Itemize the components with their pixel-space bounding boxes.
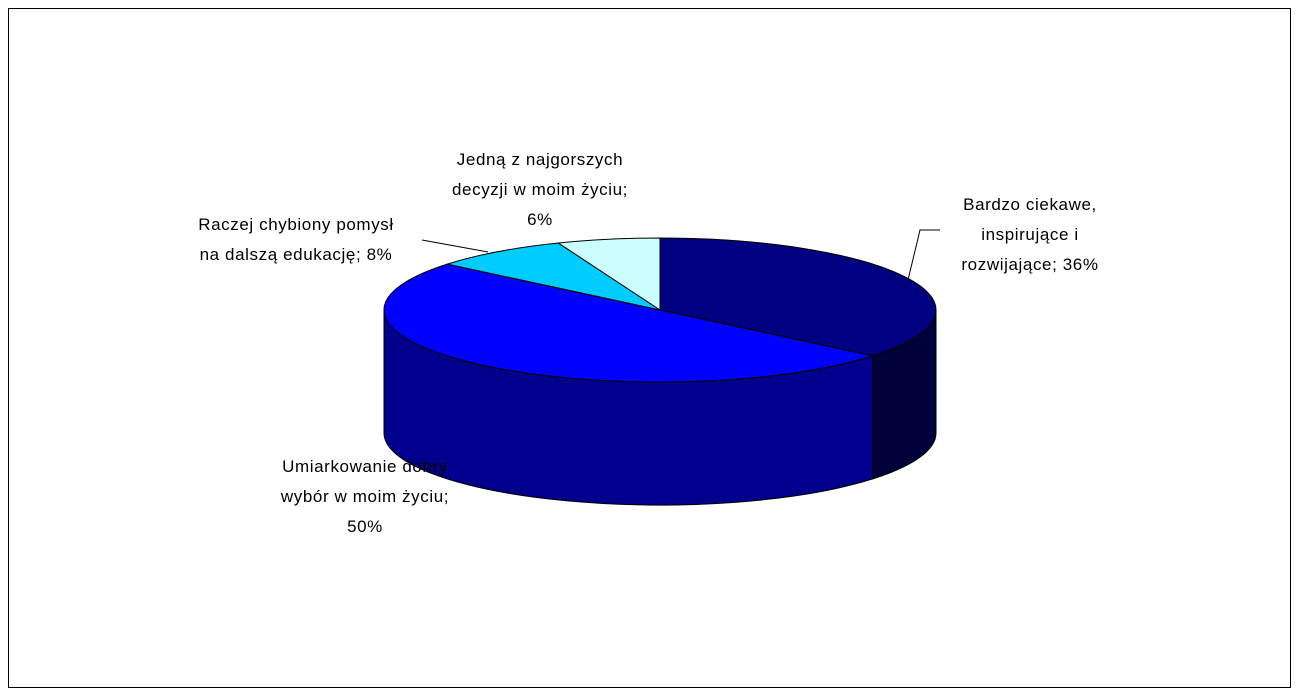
slice-label-1: Umiarkowanie dobry wybór w moim życiu; 50%: [280, 457, 449, 536]
slice-label-line: Umiarkowanie dobry: [282, 457, 448, 476]
leader-line-2: [421, 239, 489, 253]
slice-label-line: na dalszą edukację; 8%: [200, 245, 393, 264]
slice-label-line: inspirujące i: [981, 225, 1079, 244]
slice-label-3: Jedną z najgorszych decyzji w moim życiu;…: [452, 150, 628, 229]
pie-tops: [383, 237, 937, 383]
slice-label-line: rozwijające; 36%: [961, 255, 1098, 274]
slice-label-line: Bardzo ciekawe,: [963, 195, 1097, 214]
slice-label-2: Raczej chybiony pomysł na dalszą edukację…: [198, 215, 394, 264]
slice-label-line: Raczej chybiony pomysł: [198, 215, 394, 234]
slice-label-line: 6%: [527, 210, 553, 229]
slice-label-line: wybór w moim życiu;: [280, 487, 449, 506]
pie-slice-3: [556, 237, 661, 311]
leader-line-0: [907, 229, 940, 281]
pie-slice-1: [383, 263, 875, 383]
pie-slice-2: [445, 242, 661, 311]
slice-label-line: 50%: [347, 517, 383, 536]
slice-label-line: Jedną z najgorszych: [457, 150, 623, 169]
pie-sides: [383, 309, 937, 506]
slice-label-line: decyzji w moim życiu;: [452, 180, 628, 199]
slice-label-0: Bardzo ciekawe, inspirujące i rozwijające;…: [961, 195, 1098, 274]
pie-slice-0: [659, 237, 937, 357]
